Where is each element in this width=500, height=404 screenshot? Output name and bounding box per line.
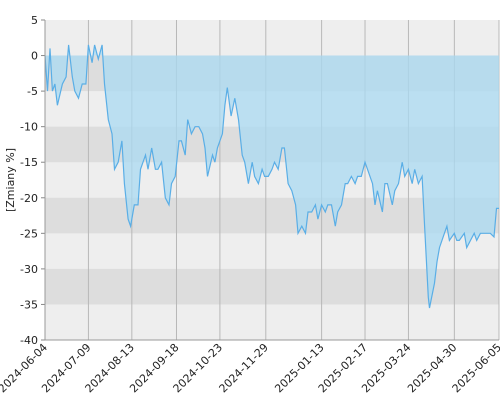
grid-band [45, 268, 499, 305]
line [44, 44, 499, 309]
y-tick-label: -20 [20, 192, 38, 205]
y-tick-label: 5 [31, 14, 38, 27]
y-tick-label: -10 [20, 121, 38, 134]
y-tick-label: -5 [27, 85, 38, 98]
area [45, 44, 499, 309]
y-tick-label: -35 [20, 298, 38, 311]
y-axis-label: [Zmiany %] [4, 148, 17, 212]
x-tick-label: 2024-11-29 [217, 341, 271, 395]
y-tick-label: -30 [20, 263, 38, 276]
y-tick-label: 0 [31, 50, 38, 63]
y-tick-label: -15 [20, 156, 38, 169]
y-tick-label: -40 [20, 334, 38, 347]
y-tick-label: -25 [20, 227, 38, 240]
